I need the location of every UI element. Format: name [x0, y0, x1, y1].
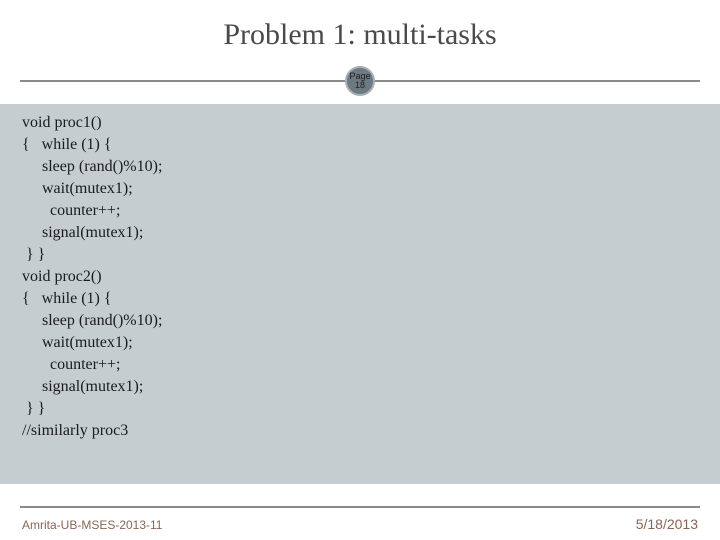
- code-line: counter++;: [22, 354, 698, 376]
- code-line: } }: [22, 244, 698, 266]
- footer-source: Amrita-UB-MSES-2013-11: [22, 518, 162, 532]
- footer-divider: [20, 506, 700, 508]
- code-line: signal(mutex1);: [22, 376, 698, 398]
- slide-title: Problem 1: multi-tasks: [0, 0, 720, 66]
- slide: Problem 1: multi-tasks Page 18 void proc…: [0, 0, 720, 540]
- code-line: void proc1(): [22, 112, 698, 134]
- code-content: void proc1() { while (1) { sleep (rand()…: [0, 104, 720, 484]
- code-line: wait(mutex1);: [22, 178, 698, 200]
- code-line: counter++;: [22, 200, 698, 222]
- page-number-badge: Page 18: [345, 66, 375, 96]
- code-line: signal(mutex1);: [22, 222, 698, 244]
- code-line: { while (1) {: [22, 134, 698, 156]
- code-line: //similarly proc3: [22, 420, 698, 442]
- page-number: 18: [355, 81, 365, 90]
- code-line: sleep (rand()%10);: [22, 156, 698, 178]
- code-line: wait(mutex1);: [22, 332, 698, 354]
- code-line: void proc2(): [22, 266, 698, 288]
- title-divider: Page 18: [20, 66, 700, 98]
- footer-date: 5/18/2013: [636, 516, 698, 532]
- code-line: { while (1) {: [22, 288, 698, 310]
- code-line: } }: [22, 398, 698, 420]
- slide-footer: Amrita-UB-MSES-2013-11 5/18/2013: [0, 506, 720, 540]
- code-line: sleep (rand()%10);: [22, 310, 698, 332]
